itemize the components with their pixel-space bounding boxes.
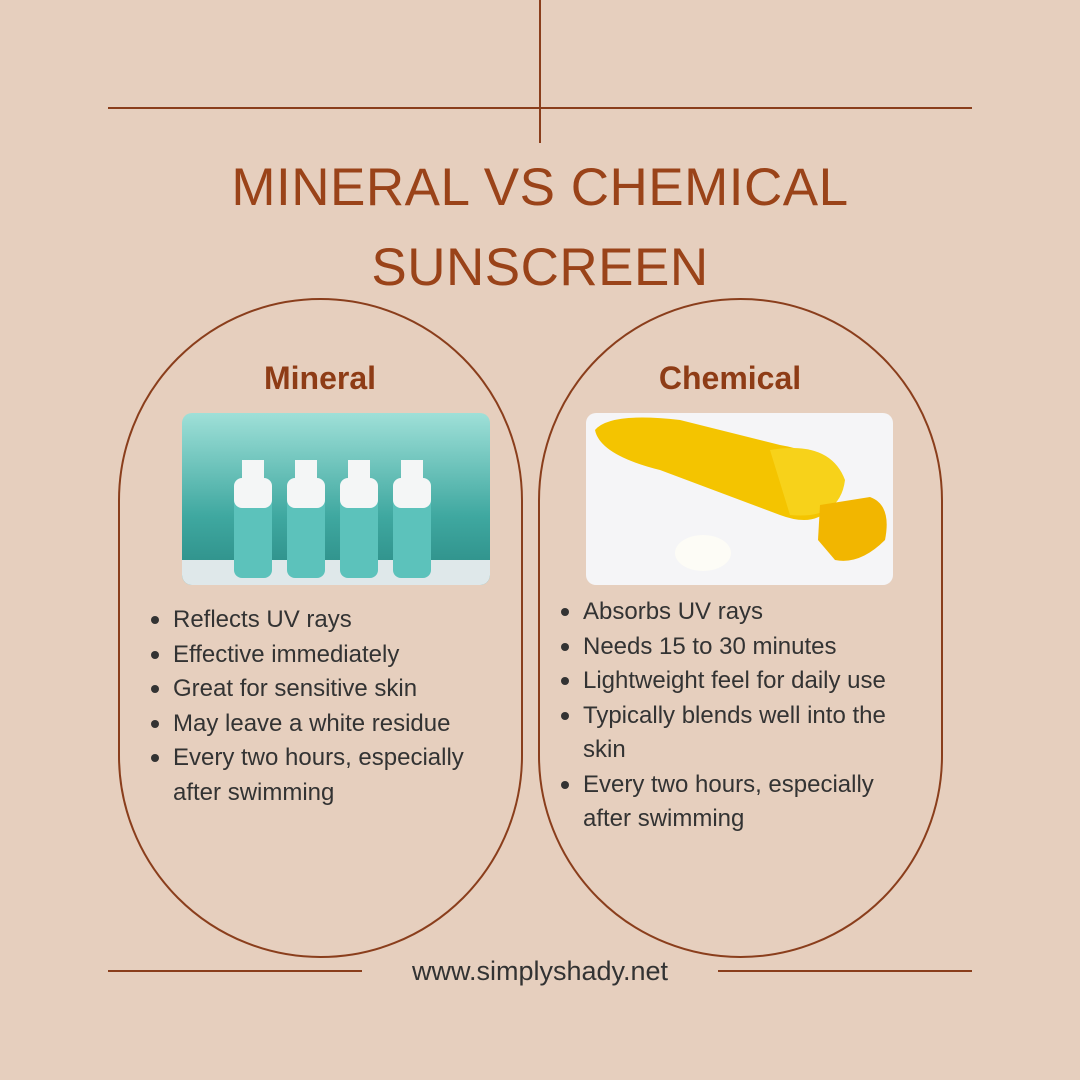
bullet-point: May leave a white residue (151, 707, 508, 742)
bullet-point: Needs 15 to 30 minutes (561, 630, 923, 665)
chemical-image (586, 413, 893, 585)
bullet-point: Absorbs UV rays (561, 595, 923, 630)
left-arch (118, 298, 523, 958)
bullet-point: Every two hours, especially after swimmi… (151, 741, 508, 810)
bullet-point: Great for sensitive skin (151, 672, 508, 707)
point-list: Reflects UV rays Effective immediately Gre… (151, 603, 508, 810)
bullet-point: Reflects UV rays (151, 603, 508, 638)
column-heading: Mineral (263, 360, 377, 396)
bullet-point: Effective immediately (151, 638, 508, 673)
point-list: Absorbs UV rays Needs 15 to 30 minutes Lig… (561, 595, 923, 837)
bullet-point: Every two hours, especially after swimmi… (561, 768, 923, 837)
footer-url: www.simplyshady.net (411, 956, 669, 986)
title: MINERAL VS CHEMICAL SUNSCREEN (231, 158, 849, 297)
bullet-point: Typically blends well into the skin (561, 699, 923, 768)
bullet-point: Lightweight feel for daily use (561, 664, 923, 699)
column-heading: Chemical (658, 360, 802, 396)
mineral-image (182, 413, 490, 585)
right-arch (538, 298, 943, 958)
